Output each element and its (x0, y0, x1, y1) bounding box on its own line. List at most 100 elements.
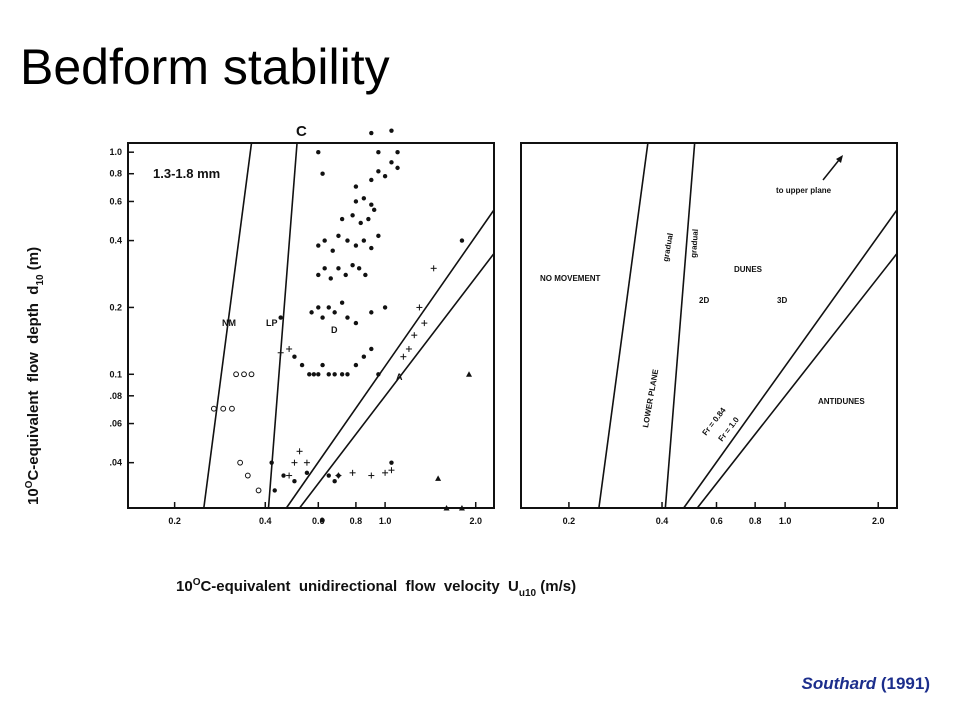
region-antidunes: ANTIDUNES (818, 397, 865, 406)
data-point-no-movement (210, 405, 217, 412)
annotation-gradual-2: gradual (689, 229, 700, 258)
data-point-lower-plane (277, 349, 284, 356)
left-grain-size-label: 1.3-1.8 mm (153, 166, 220, 181)
data-point-dunes (369, 310, 374, 315)
data-point-dunes (307, 372, 312, 377)
data-point-dunes (330, 248, 335, 253)
data-point-dunes (316, 149, 321, 155)
data-point-dunes (326, 305, 331, 310)
data-point-lower-plane (411, 332, 418, 339)
data-point-dunes (395, 165, 400, 171)
regime-boundary (598, 142, 649, 509)
data-point-lower-plane (388, 467, 395, 474)
y-tick-label: .04 (109, 458, 122, 468)
region-label-lp: LP (266, 318, 278, 328)
y-tick-label: 1.0 (109, 147, 122, 157)
region-lower-plane: LOWER PLANE (641, 368, 660, 428)
right-plot-frame (520, 142, 898, 509)
x-tick-label: 1.0 (379, 516, 392, 526)
left-plot-frame (127, 142, 495, 509)
data-point-dunes (376, 372, 381, 377)
data-point-dunes (304, 470, 310, 476)
data-point-lower-plane (303, 459, 310, 466)
data-point-dunes (369, 130, 374, 136)
data-point-dunes (361, 196, 367, 201)
data-point-dunes (389, 460, 394, 465)
y-axis-title-sup: O (24, 480, 35, 488)
data-point-dunes (459, 238, 465, 243)
data-point-no-movement (233, 371, 239, 378)
data-point-dunes (281, 473, 286, 478)
x-tick-label: 2.0 (872, 516, 885, 526)
data-point-dunes (343, 272, 348, 278)
data-point-no-movement (255, 487, 262, 494)
data-point-lower-plane (382, 469, 389, 476)
y-tick-label: 0.6 (109, 196, 122, 206)
region-label-d: D (331, 325, 338, 335)
data-point-dunes (358, 220, 363, 226)
x-tick-label: 0.8 (749, 516, 762, 526)
data-point-dunes (322, 238, 327, 243)
data-point-lower-plane (296, 448, 303, 455)
data-point-dunes (339, 216, 345, 222)
data-point-lower-plane (416, 304, 423, 311)
data-point-dunes (332, 479, 337, 484)
data-point-dunes (272, 488, 277, 493)
data-point-dunes (350, 262, 355, 268)
x-axis-title-unit: (m/s) (540, 578, 576, 595)
x-tick-label: 0.6 (710, 516, 723, 526)
stability-boundary (285, 209, 495, 509)
stability-boundary (267, 142, 298, 509)
data-point-dunes (361, 354, 367, 359)
y-axis-title-sub: 10 (35, 274, 46, 286)
region-3d: 3D (777, 296, 787, 305)
x-axis-title-base: 10 (176, 578, 193, 595)
data-point-lower-plane (286, 345, 293, 352)
data-point-dunes (292, 479, 297, 484)
data-point-dunes (395, 149, 400, 155)
regime-boundary (683, 209, 898, 509)
data-point-antidunes (435, 475, 442, 481)
data-point-dunes (353, 243, 359, 248)
data-point-lower-plane (368, 472, 375, 479)
data-point-dunes (382, 305, 388, 310)
data-point-dunes (336, 266, 341, 271)
y-tick-label: 0.4 (109, 236, 122, 246)
y-tick-label: .08 (109, 391, 122, 401)
upper-plane-arrow-head (836, 155, 843, 163)
data-point-lower-plane (400, 353, 407, 360)
data-point-dunes (328, 276, 333, 281)
y-axis-title-unit: (m) (25, 247, 42, 270)
x-axis-title-rest: C-equivalent unidirectional flow velocit… (200, 578, 518, 595)
data-point-dunes (376, 149, 381, 155)
citation-year: (1991) (880, 674, 930, 693)
data-point-dunes (369, 202, 374, 207)
data-point-dunes (299, 362, 305, 368)
y-tick-label: 0.8 (109, 169, 122, 179)
data-point-dunes (326, 473, 331, 478)
y-tick-label: 0.2 (109, 302, 122, 312)
data-point-dunes (345, 238, 350, 243)
data-point-antidunes (458, 505, 465, 511)
stability-boundary (203, 142, 253, 509)
data-point-dunes (320, 171, 325, 176)
citation: Southard (1991) (802, 674, 930, 694)
data-point-lower-plane (421, 320, 428, 327)
data-point-dunes (382, 173, 388, 179)
data-point-dunes (353, 362, 359, 368)
data-point-no-movement (244, 472, 251, 479)
data-point-dunes (316, 243, 321, 248)
data-point-dunes (350, 213, 355, 218)
data-point-dunes (269, 460, 274, 465)
annotation-to-upper-plane: to upper plane (776, 186, 832, 195)
data-point-dunes (371, 207, 377, 213)
region-dunes: DUNES (734, 265, 763, 274)
data-point-dunes (389, 160, 394, 165)
data-point-dunes (376, 233, 381, 239)
data-point-dunes (322, 266, 327, 271)
data-point-lower-plane (286, 472, 293, 479)
data-point-dunes (316, 272, 321, 278)
data-point-dunes (336, 473, 341, 478)
region-label-c: C (296, 123, 307, 140)
